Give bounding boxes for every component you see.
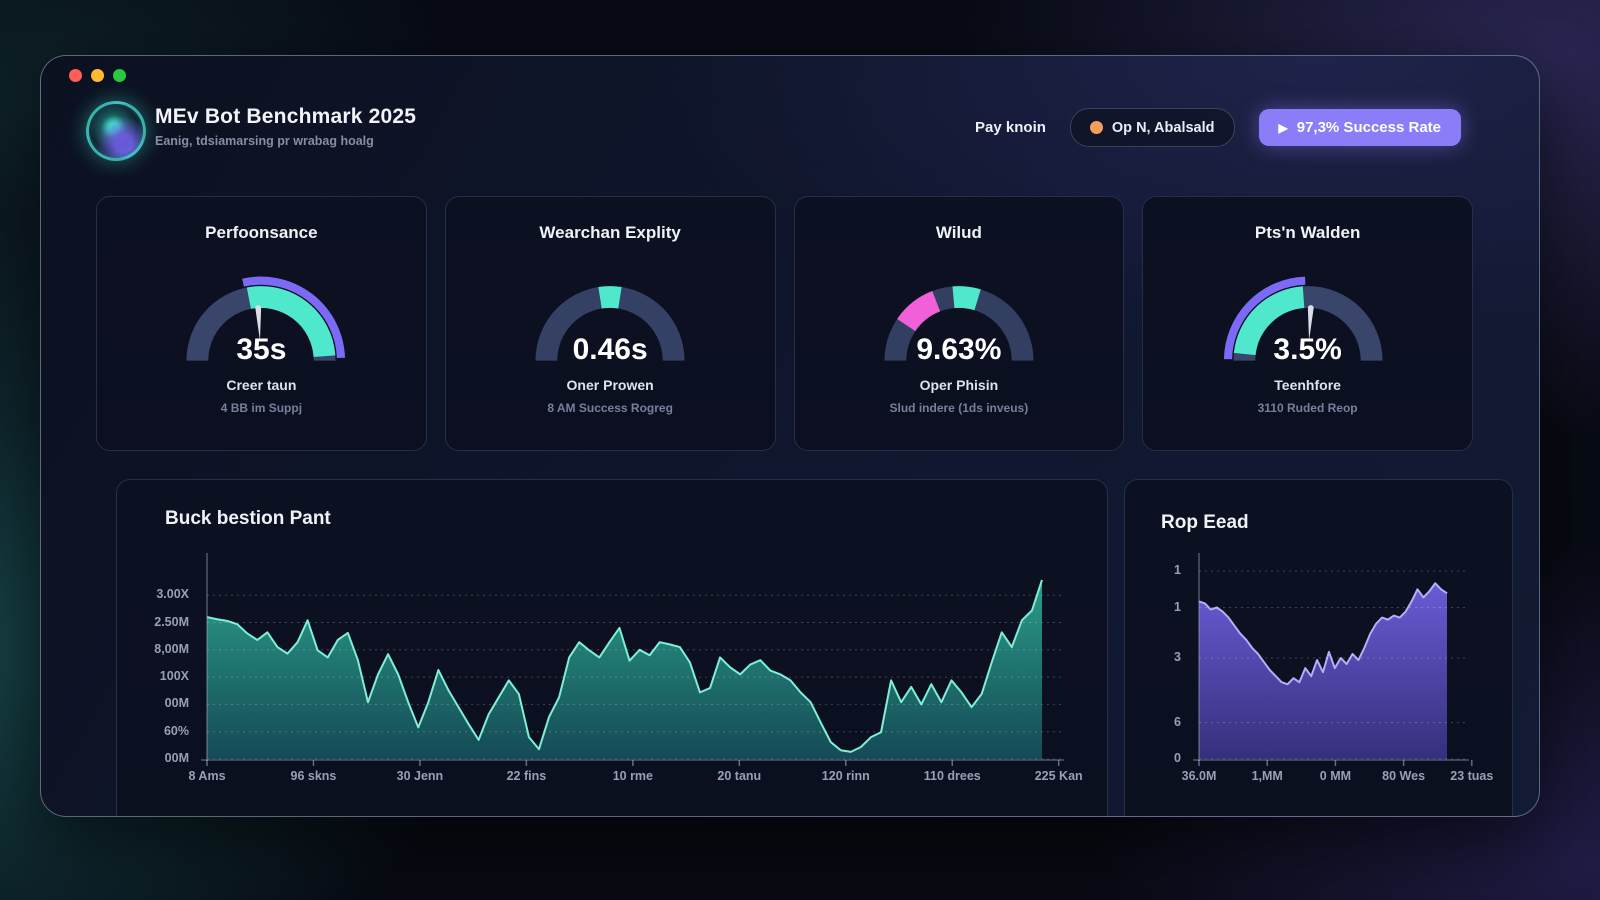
y-tick-label: 3 <box>1174 650 1181 664</box>
x-tick-label: 110 drees <box>923 769 981 783</box>
x-tick-label: 225 Kan <box>1034 769 1083 783</box>
card-note: Slud indere (1ds inveus) <box>889 401 1029 415</box>
y-tick-label: 6 <box>1174 714 1181 729</box>
x-axis-labels: 8 Ams 96 skns 30 Jenn 22 fins 10 rme 20 tanu 1… <box>188 769 1082 789</box>
card-title: Pts'n Walden <box>1254 223 1361 242</box>
chart-title: Rop Eead <box>1161 512 1249 533</box>
card-title: Wilud <box>935 223 982 242</box>
play-icon: ▶ <box>1278 120 1288 135</box>
main-area-chart-card: Buck bestion Pant 00M 60% 00M 100X 8,00M 2.50… <box>116 479 1108 816</box>
area-chart <box>1193 553 1473 766</box>
x-tick-label: 22 fins <box>506 769 547 783</box>
y-tick-label: 2.50M <box>154 614 189 629</box>
header-title-block: MEv Bot Benchmark 2025 Eanig, tdsiamarsi… <box>155 105 416 148</box>
maximize-window-icon[interactable] <box>113 69 126 82</box>
card-value: 0.46s <box>572 333 648 366</box>
card-value: 3.5% <box>1273 333 1342 366</box>
chart-title: Buck bestion Pant <box>165 508 331 529</box>
y-axis-labels: 0 6 3 1 1 <box>1125 557 1189 765</box>
gauge-card-row: Perfoonsance 35s Creer taun 4 BB im Supp… <box>96 196 1473 451</box>
app-logo <box>86 101 146 161</box>
gauge-card-yield: Wilud 9.63% Oper Phisin Slud indere (1ds… <box>793 196 1125 451</box>
y-tick-label: 00M <box>164 696 189 711</box>
success-rate-button[interactable]: ▶ 97,3% Success Rate <box>1258 109 1461 146</box>
page-subtitle: Eanig, tdsiamarsing pr wrabag hoalg <box>155 134 374 148</box>
y-tick-label: 0 <box>1174 751 1181 765</box>
close-window-icon[interactable] <box>69 69 82 82</box>
card-title: Wearchan Explity <box>539 223 681 242</box>
card-note: 4 BB im Suppj <box>220 401 303 415</box>
status-badge-label: Op N, Abalsald <box>1111 119 1215 136</box>
secondary-area-chart-card: Rop Eead 0 6 3 1 1 36.0M 1,MM 0 MM 80 Wes 23 tua… <box>1124 479 1513 816</box>
card-subtitle: Oner Prowen <box>566 377 654 393</box>
app-window: MEv Bot Benchmark 2025 Eanig, tdsiamarsi… <box>40 55 1540 817</box>
area-chart <box>201 553 1064 766</box>
card-note: 3110 Ruded Reop <box>1257 401 1358 415</box>
success-rate-label: 97,3% Success Rate <box>1296 119 1441 136</box>
nav-link[interactable]: Pay knoin <box>975 119 1046 136</box>
x-tick-label: 80 Wes <box>1382 769 1426 783</box>
y-tick-label: 8,00M <box>154 641 189 656</box>
x-tick-label: 0 MM <box>1319 769 1352 783</box>
gauge-card-performance: Perfoonsance 35s Creer taun 4 BB im Supp… <box>96 196 427 451</box>
page-title: MEv Bot Benchmark 2025 <box>155 105 417 128</box>
x-tick-label: 1,MM <box>1251 769 1283 783</box>
x-tick-label: 10 rme <box>612 769 653 783</box>
y-tick-label: 60% <box>163 723 189 738</box>
x-tick-label: 120 rinn <box>821 769 870 783</box>
gauge-chart <box>186 276 346 362</box>
card-subtitle: Teenhfore <box>1274 377 1341 393</box>
card-title: Perfoonsance <box>205 223 318 242</box>
card-subtitle: Oper Phisin <box>919 377 999 393</box>
window-controls <box>69 69 126 82</box>
y-tick-label: 3.00X <box>156 587 189 602</box>
x-tick-label: 8 Ams <box>188 769 226 783</box>
card-value: 35s <box>236 333 287 366</box>
gauge-card-walden: Pts'n Walden 3.5% Teenhfore 3110 Ruded R… <box>1142 196 1473 451</box>
status-badge[interactable]: Op N, Abalsald <box>1069 108 1235 147</box>
gauge-card-latency: Wearchan Explity 0.46s Oner Prowen 8 AM … <box>444 196 776 451</box>
card-note: 8 AM Success Rogreg <box>547 401 673 415</box>
y-axis-labels: 00M 60% 00M 100X 8,00M 2.50M 3.00X <box>117 557 197 765</box>
gauge-chart <box>535 286 685 362</box>
y-tick-label: 100X <box>159 669 189 684</box>
x-tick-label: 96 skns <box>290 769 337 783</box>
x-tick-label: 30 Jenn <box>396 769 444 783</box>
x-tick-label: 36.0M <box>1181 769 1217 783</box>
y-tick-label: 00M <box>164 751 189 765</box>
y-tick-label: 1 <box>1174 599 1181 614</box>
y-tick-label: 1 <box>1174 563 1181 578</box>
x-axis-labels: 36.0M 1,MM 0 MM 80 Wes 23 tuas <box>1182 769 1494 789</box>
gauge-chart <box>1223 276 1383 362</box>
x-tick-label: 23 tuas <box>1450 769 1494 783</box>
gauge-chart <box>884 286 1034 362</box>
x-tick-label: 20 tanu <box>717 769 762 783</box>
card-value: 9.63% <box>916 333 1002 366</box>
header-actions: Pay knoin Op N, Abalsald ▶ 97,3% Success… <box>975 108 1461 147</box>
card-subtitle: Creer taun <box>226 377 297 393</box>
status-dot-icon <box>1089 121 1103 134</box>
minimize-window-icon[interactable] <box>91 69 104 82</box>
